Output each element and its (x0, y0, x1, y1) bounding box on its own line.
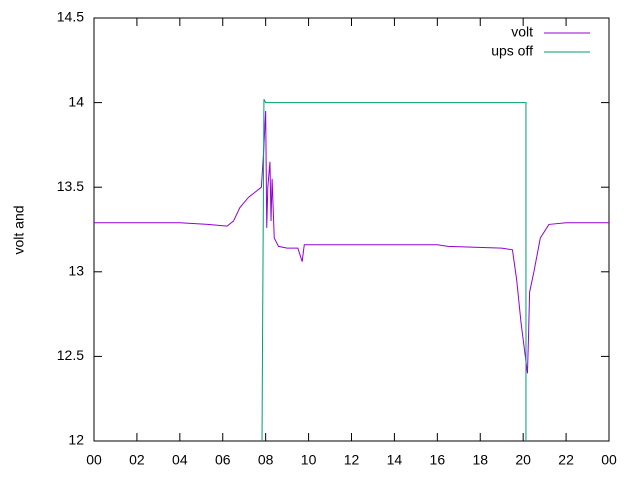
y-tick-label: 12.5 (57, 347, 84, 363)
x-tick-label: 10 (301, 452, 317, 468)
x-tick-label: 12 (344, 452, 360, 468)
series-line (94, 111, 609, 374)
y-axis-label: volt and (11, 205, 27, 254)
x-tick-label: 18 (472, 452, 488, 468)
legend-label: volt (511, 24, 533, 40)
plot-border (93, 17, 610, 442)
x-tick-label: 20 (515, 452, 531, 468)
x-tick-label: 08 (258, 452, 274, 468)
y-tick-label: 14 (68, 93, 84, 109)
y-tick-label: 12 (68, 432, 84, 448)
series-line (261, 98, 527, 442)
x-tick-label: 02 (129, 452, 145, 468)
x-tick-label: 06 (215, 452, 231, 468)
x-tick-label: 22 (558, 452, 574, 468)
x-tick-label: 04 (172, 452, 188, 468)
x-tick-label: 16 (430, 452, 446, 468)
y-tick-label: 13 (68, 263, 84, 279)
y-tick-label: 14.5 (57, 9, 84, 25)
legend-label: ups off (491, 43, 533, 59)
y-tick-label: 13.5 (57, 178, 84, 194)
x-tick-label: 00 (601, 452, 617, 468)
x-tick-label: 14 (387, 452, 403, 468)
x-tick-label: 00 (86, 452, 102, 468)
